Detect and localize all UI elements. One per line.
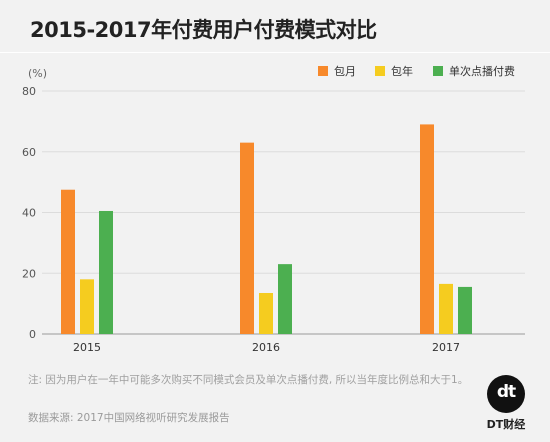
bar-包月 — [61, 189, 75, 334]
bar-单次点播付费 — [458, 286, 472, 334]
logo-text: dt — [496, 382, 516, 402]
dt-logo-icon: dt — [487, 375, 525, 413]
bar-chart: (%) 0 20 40 60 80 2015 2016 2017 包月 包年 单次点播付费 — [22, 64, 525, 354]
bar-包年 — [259, 292, 273, 334]
y-tick-label: 60 — [22, 146, 36, 159]
y-tick-label: 20 — [22, 267, 36, 280]
bar-包年 — [80, 279, 94, 334]
bar-包月 — [240, 142, 254, 334]
title-divider — [0, 52, 550, 53]
brand-name: DT财经 — [486, 418, 526, 431]
legend-swatch — [318, 66, 328, 76]
y-tick-label: 0 — [29, 328, 36, 341]
legend-label: 包月 — [334, 65, 356, 78]
bar-单次点播付费 — [278, 264, 292, 334]
x-tick-label: 2016 — [252, 341, 280, 354]
legend-swatch — [433, 66, 443, 76]
x-tick-label: 2017 — [432, 341, 460, 354]
footnote: 注: 因为用户在一年中可能多次购买不同模式会员及单次点播付费, 所以当年度比例总… — [28, 374, 469, 386]
data-source: 数据来源: 2017中国网络视听研究发展报告 — [28, 412, 230, 424]
bar-包年 — [439, 283, 453, 334]
legend-label: 单次点播付费 — [449, 64, 515, 78]
y-tick-label: 80 — [22, 85, 36, 98]
bar-单次点播付费 — [99, 210, 113, 334]
legend-label: 包年 — [391, 64, 413, 78]
bar-包月 — [420, 124, 434, 334]
y-axis-unit: (%) — [28, 67, 47, 80]
x-tick-label: 2015 — [73, 341, 101, 354]
legend-swatch — [375, 66, 385, 76]
chart-title: 2015-2017年付费用户付费模式对比 — [30, 18, 377, 42]
y-tick-label: 40 — [22, 207, 36, 220]
